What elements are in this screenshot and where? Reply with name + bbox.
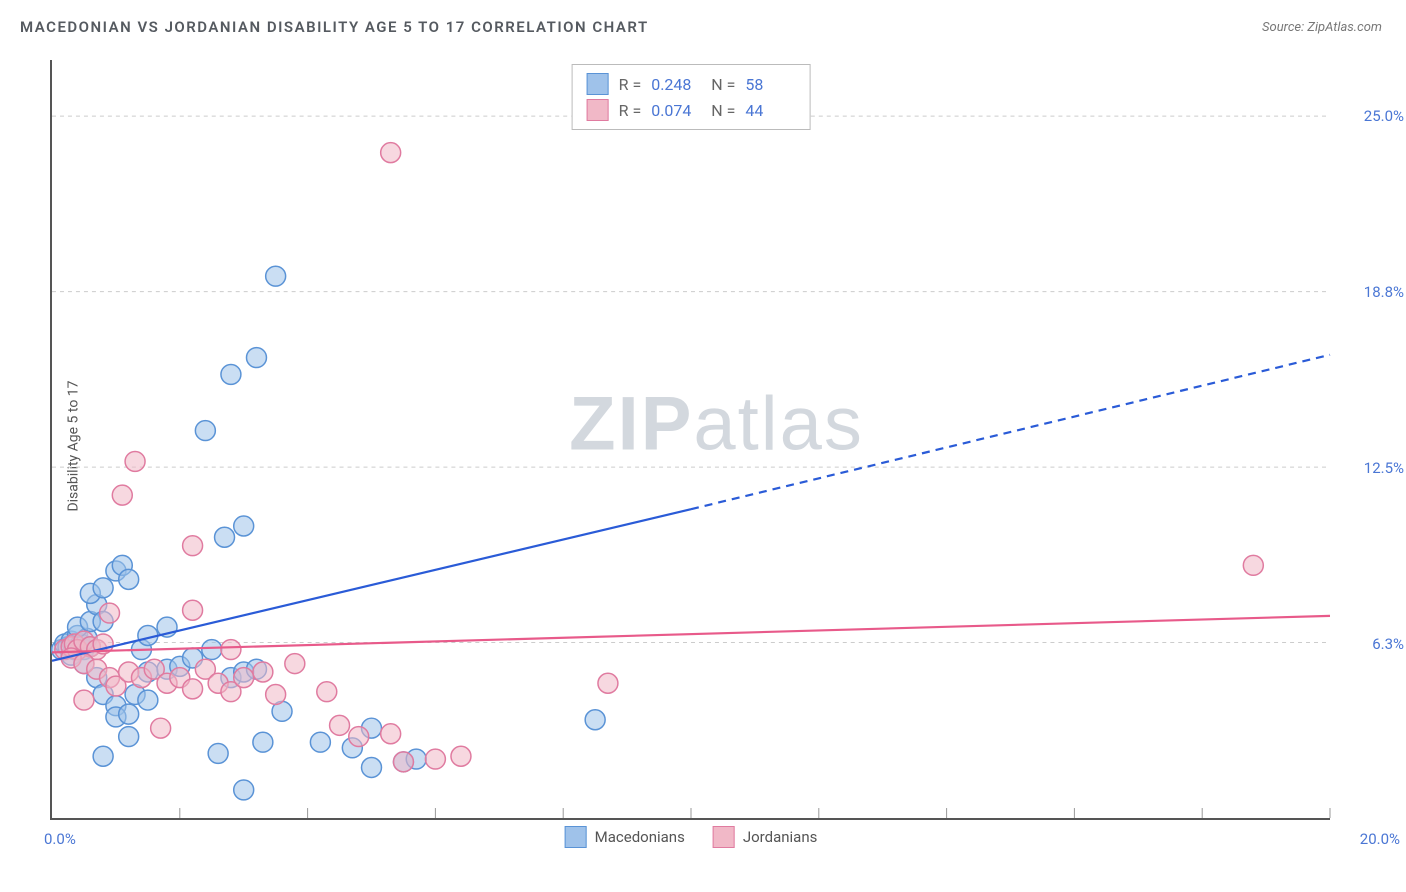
scatter-point [74,690,94,710]
scatter-point [119,727,139,747]
scatter-point [598,673,618,693]
scatter-point [585,710,605,730]
stats-row-macedonians: R =0.248 N =58 [587,71,796,97]
scatter-point [234,516,254,536]
scatter-point [151,718,171,738]
scatter-point [425,749,445,769]
chart-svg [52,60,1330,818]
y-tick-label: 25.0% [1344,107,1404,125]
scatter-point [310,732,330,752]
scatter-point [381,143,401,163]
trend-line [52,616,1330,652]
scatter-point [234,668,254,688]
x-max-label: 20.0% [1360,830,1400,848]
scatter-point [1243,555,1263,575]
scatter-point [381,724,401,744]
scatter-point [393,752,413,772]
scatter-point [221,364,241,384]
y-tick-label: 6.3% [1344,635,1404,653]
plot-area: ZIPatlas R =0.248 N =58 R =0.074 N =44 M… [50,60,1330,820]
x-min-label: 0.0% [44,830,76,848]
source-attribution: Source: ZipAtlas.com [1262,20,1382,35]
y-tick-label: 18.8% [1344,283,1404,301]
swatch-jordanians [587,99,609,121]
scatter-point [119,704,139,724]
scatter-point [93,578,113,598]
scatter-point [362,757,382,777]
scatter-point [246,348,266,368]
trend-line [52,509,691,661]
scatter-point [253,662,273,682]
scatter-point [183,679,203,699]
scatter-point [112,485,132,505]
scatter-point [349,727,369,747]
series-legend: Macedonians Jordanians [565,826,818,848]
scatter-point [266,266,286,286]
legend-label: Jordanians [743,828,818,846]
scatter-point [451,746,471,766]
swatch-jordanians-icon [713,826,735,848]
legend-item-jordanians: Jordanians [713,826,818,848]
scatter-point [285,654,305,674]
scatter-point [253,732,273,752]
scatter-point [100,603,120,623]
legend-label: Macedonians [595,828,685,846]
scatter-point [202,640,222,660]
scatter-point [125,451,145,471]
scatter-point [195,421,215,441]
chart-title: MACEDONIAN VS JORDANIAN DISABILITY AGE 5… [20,18,649,36]
scatter-point [266,685,286,705]
legend-item-macedonians: Macedonians [565,826,685,848]
scatter-point [221,640,241,660]
scatter-point [138,690,158,710]
scatter-point [208,743,228,763]
stats-row-jordanians: R =0.074 N =44 [587,97,796,123]
y-tick-label: 12.5% [1344,459,1404,477]
scatter-point [119,569,139,589]
swatch-macedonians [587,73,609,95]
trend-line-extrapolated [691,355,1330,509]
scatter-point [183,600,203,620]
scatter-point [317,682,337,702]
stats-legend: R =0.248 N =58 R =0.074 N =44 [572,64,811,130]
scatter-point [234,780,254,800]
scatter-point [93,746,113,766]
scatter-point [330,715,350,735]
scatter-point [215,527,235,547]
scatter-point [183,536,203,556]
swatch-macedonians-icon [565,826,587,848]
